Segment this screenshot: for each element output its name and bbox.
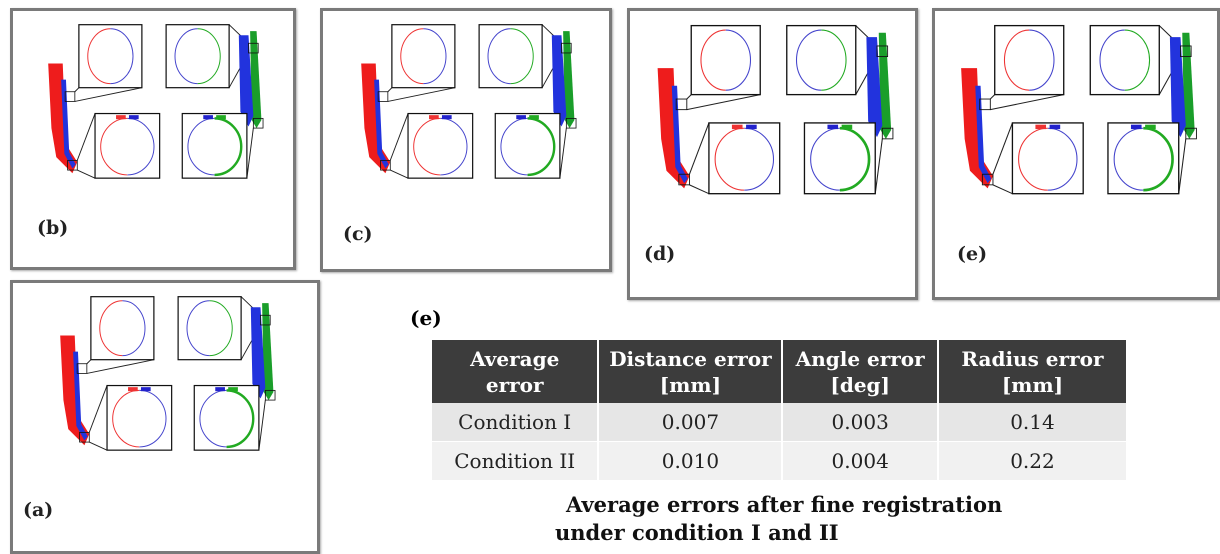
error-table: Average error Distance error [mm] Angle er… xyxy=(432,340,1126,481)
figure xyxy=(46,23,265,180)
figure xyxy=(58,295,277,452)
panel: (e) xyxy=(932,8,1220,300)
figure xyxy=(656,24,895,196)
table-cell: 0.007 xyxy=(598,403,784,442)
header-cell: Distance error [mm] xyxy=(598,340,784,403)
table-row: Condition II 0.010 0.004 0.22 xyxy=(432,441,1126,481)
panel-label: (b) xyxy=(37,217,69,239)
panel: (b) xyxy=(10,8,296,270)
table-row: Condition I 0.007 0.003 0.14 xyxy=(432,403,1126,442)
table-label: (e) xyxy=(410,306,442,330)
header-cell: Angle error [deg] xyxy=(782,340,939,403)
figure-drawing xyxy=(359,23,578,180)
figure-drawing xyxy=(58,295,277,452)
table-cell: 0.010 xyxy=(598,441,784,481)
panel: (d) xyxy=(627,8,918,300)
header-cell: Radius error [mm] xyxy=(937,340,1126,403)
table-cell: 0.004 xyxy=(782,441,939,481)
caption: under condition I and II xyxy=(555,520,839,545)
table-cell: Condition I xyxy=(432,403,600,442)
figure-drawing xyxy=(959,24,1198,196)
figure xyxy=(959,24,1198,196)
panel: (c) xyxy=(320,8,612,272)
header-cell: Average error xyxy=(432,340,600,403)
header-row: Average error Distance error [mm] Angle er… xyxy=(432,340,1126,403)
panel-label: (c) xyxy=(343,223,373,245)
panel: (a) xyxy=(10,280,320,554)
figure-drawing xyxy=(656,24,895,196)
table-cell: 0.14 xyxy=(937,403,1126,442)
caption: Average errors after fine registration xyxy=(566,492,1003,517)
panel-label: (a) xyxy=(23,499,54,521)
panel-label: (d) xyxy=(644,243,676,265)
table-cell: Condition II xyxy=(432,441,600,481)
figure-drawing xyxy=(46,23,265,180)
panel-label: (e) xyxy=(957,243,988,265)
figure xyxy=(359,23,578,180)
table-cell: 0.22 xyxy=(937,441,1126,481)
table-cell: 0.003 xyxy=(782,403,939,442)
